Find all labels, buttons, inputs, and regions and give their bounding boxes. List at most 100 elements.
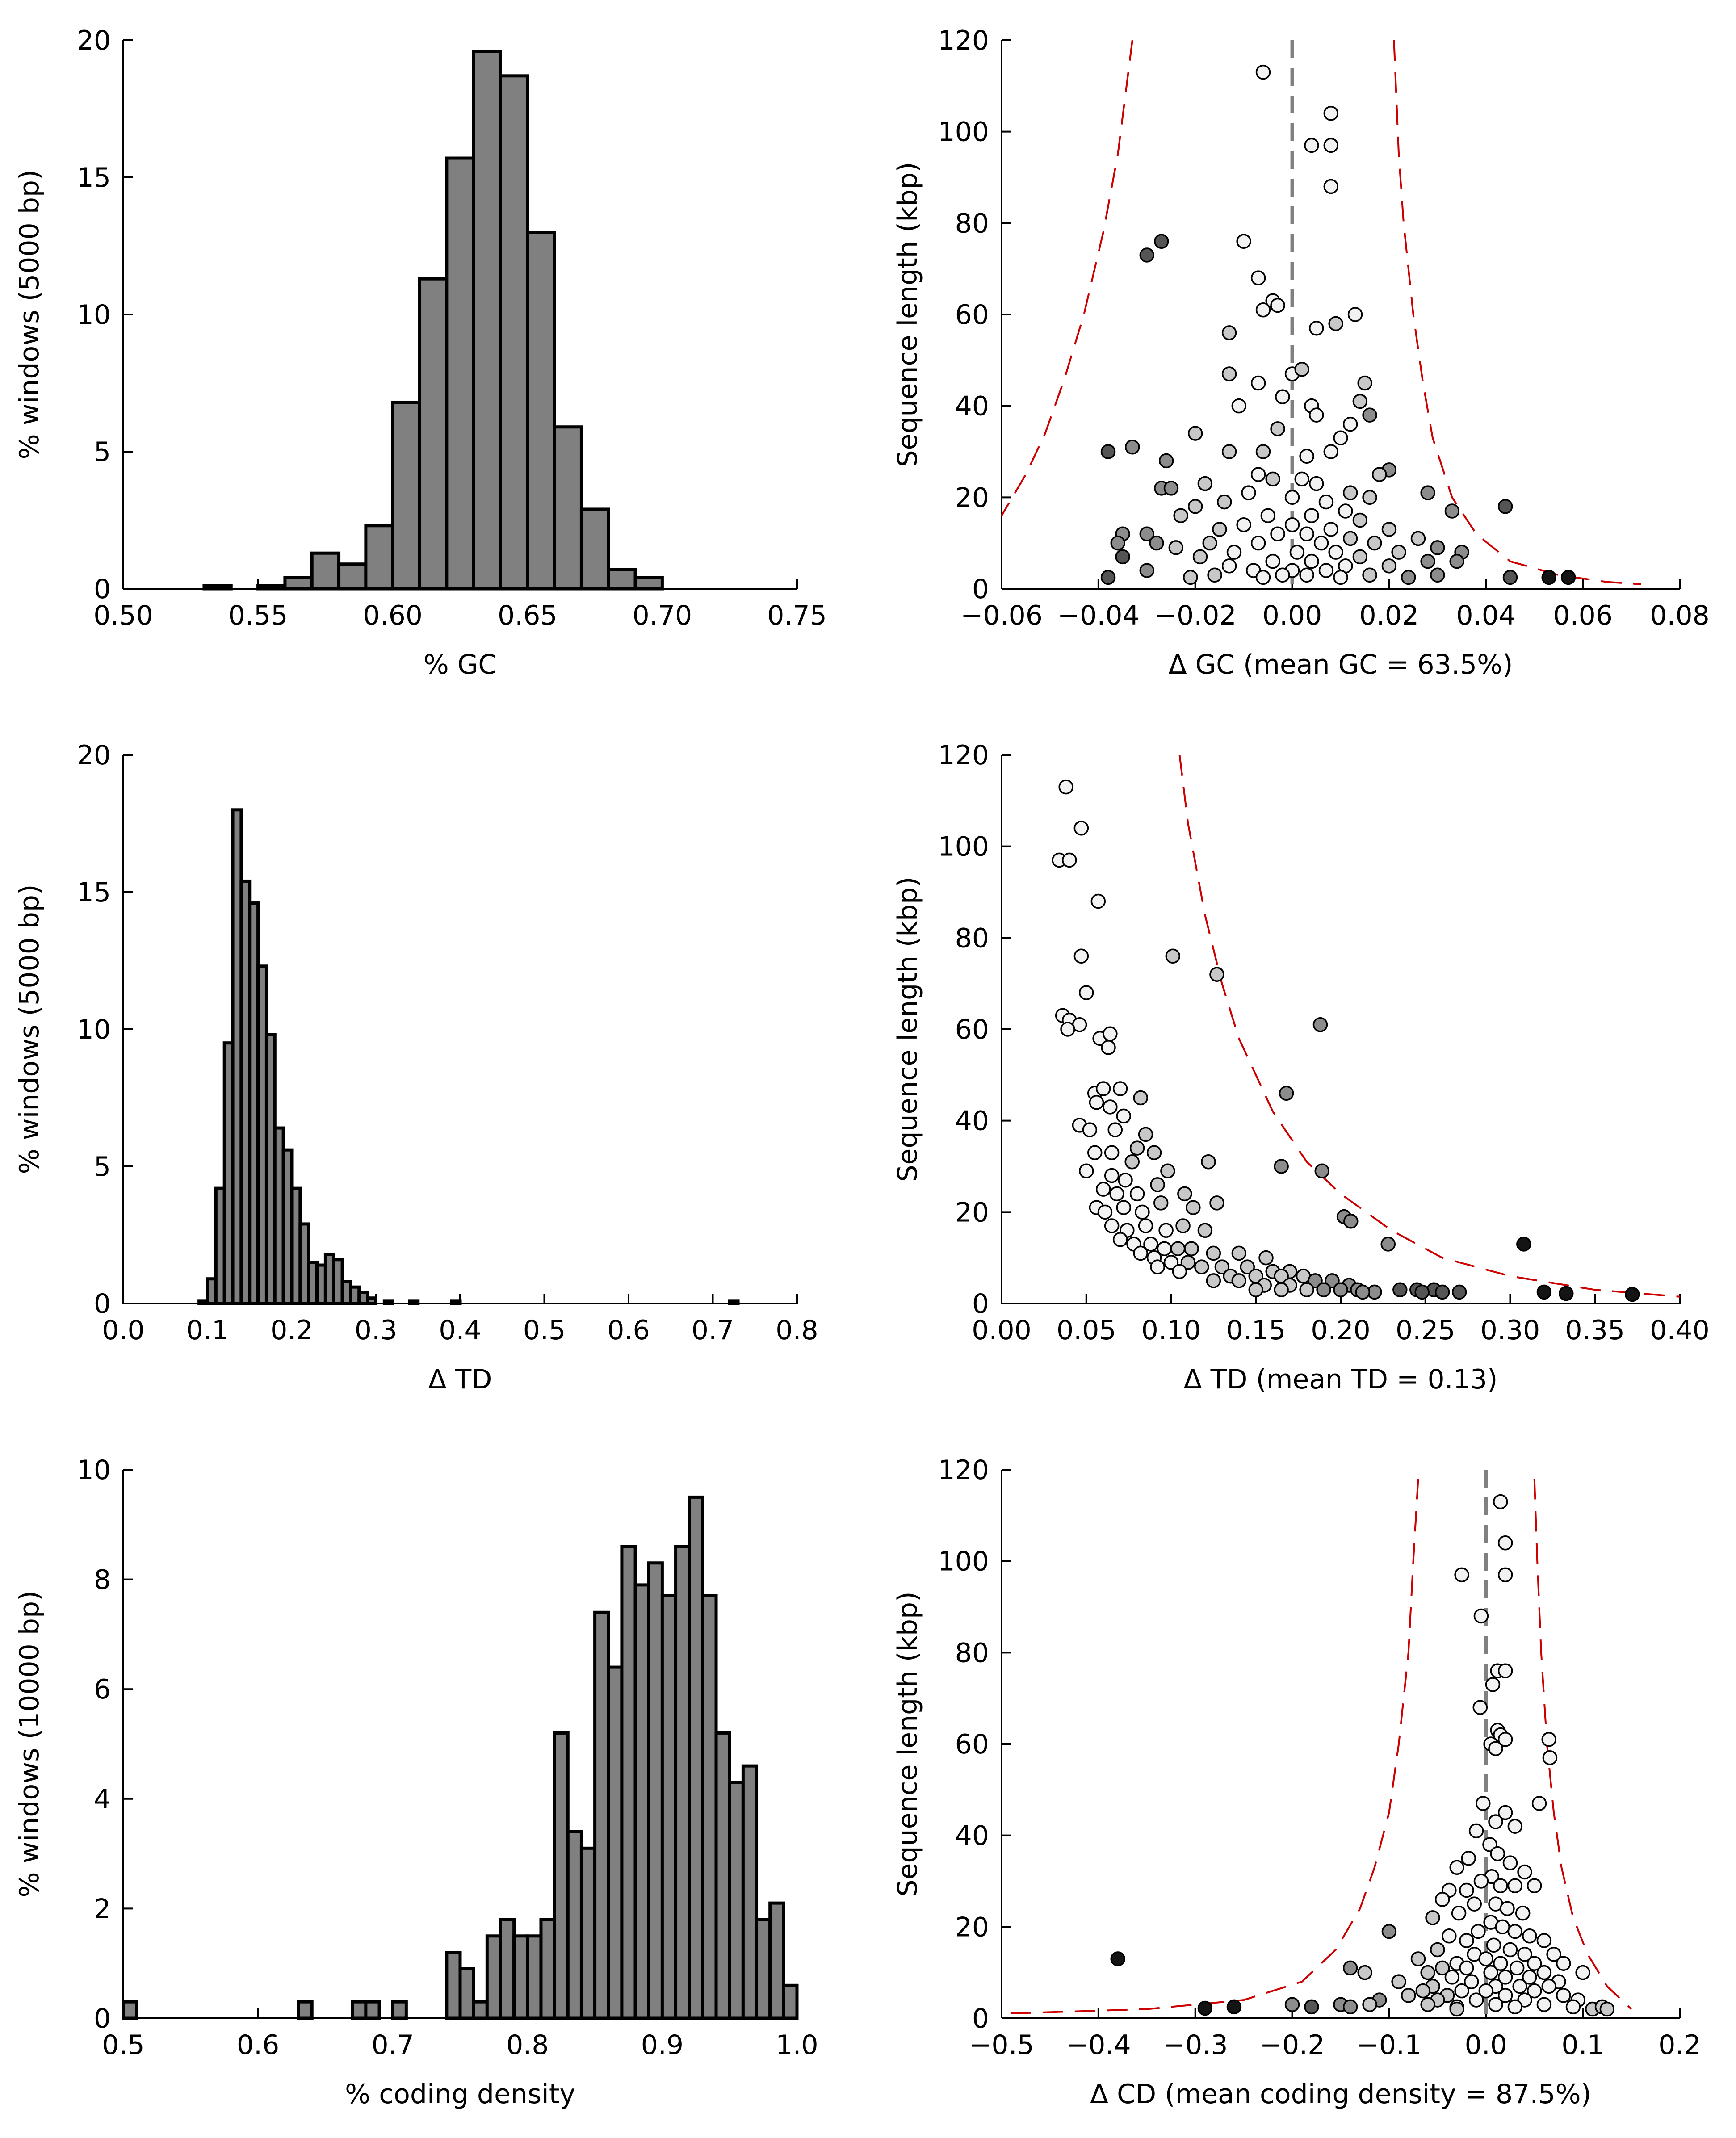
threshold-curve bbox=[1178, 755, 1680, 1298]
x-tick-label: 0.00 bbox=[1262, 600, 1322, 631]
data-point bbox=[1143, 1237, 1158, 1252]
x-tick-label: 0.55 bbox=[228, 600, 288, 631]
data-point bbox=[1347, 307, 1363, 322]
histogram-bar bbox=[566, 1830, 583, 2020]
data-point bbox=[1270, 526, 1285, 541]
data-point bbox=[1187, 426, 1203, 441]
histogram-bar bbox=[633, 576, 664, 591]
data-point bbox=[1209, 1195, 1224, 1211]
data-point bbox=[1478, 1951, 1494, 1966]
y-axis-label: Sequence length (kbp) bbox=[892, 162, 923, 467]
data-point bbox=[1420, 1997, 1435, 2012]
x-tick-label: 0.8 bbox=[506, 2029, 549, 2061]
data-point bbox=[1522, 1970, 1537, 1985]
x-tick-label: 0.6 bbox=[607, 1315, 650, 1346]
data-point bbox=[1197, 2000, 1213, 2016]
data-point bbox=[1575, 1965, 1590, 1980]
x-tick-label: −0.06 bbox=[960, 600, 1043, 631]
data-point bbox=[1231, 1245, 1247, 1261]
x-tick-label: 0.15 bbox=[1226, 1315, 1286, 1346]
y-tick-label: 6 bbox=[94, 1674, 111, 1705]
histogram-bar bbox=[526, 231, 556, 591]
x-axis-label: % coding density bbox=[345, 2079, 575, 2110]
data-point bbox=[1284, 490, 1300, 505]
data-point bbox=[1560, 570, 1576, 585]
data-point bbox=[1194, 1259, 1209, 1274]
data-point bbox=[1497, 1805, 1513, 1820]
data-point bbox=[1497, 1535, 1513, 1551]
data-point bbox=[1542, 1750, 1558, 1765]
data-point bbox=[1444, 1970, 1460, 1985]
data-point bbox=[1095, 1182, 1111, 1197]
data-point bbox=[1531, 1796, 1547, 1811]
data-point bbox=[1430, 540, 1445, 555]
y-tick-label: 10 bbox=[77, 1014, 111, 1045]
x-axis-label: Δ TD (mean TD = 0.13) bbox=[1184, 1364, 1498, 1395]
data-point bbox=[1241, 485, 1256, 500]
histogram-bar bbox=[701, 1594, 718, 2020]
cd-histogram-panel: 0.5 0.6 0.7 0.8 0.9 1.0 0 2 4 6 8 10 % coding densit… bbox=[14, 1455, 818, 2110]
data-point bbox=[1556, 1988, 1571, 2003]
data-point bbox=[1299, 567, 1314, 583]
y-tick-label: 20 bbox=[955, 1197, 989, 1228]
data-point bbox=[1380, 1237, 1396, 1252]
y-tick-label: 5 bbox=[94, 436, 111, 468]
data-point bbox=[1192, 549, 1208, 565]
data-point bbox=[1163, 1255, 1179, 1270]
data-point bbox=[1342, 1999, 1358, 2015]
x-tick-label: 0.3 bbox=[355, 1315, 397, 1346]
data-point bbox=[1079, 1163, 1094, 1178]
data-point bbox=[1217, 494, 1232, 510]
y-tick-label: 40 bbox=[955, 1106, 989, 1137]
data-point bbox=[1255, 444, 1271, 459]
histogram-bar bbox=[674, 1545, 691, 2020]
x-tick-label: 0.40 bbox=[1650, 1315, 1710, 1346]
data-point bbox=[1362, 1997, 1377, 2012]
y-tick-label: 60 bbox=[955, 1014, 989, 1045]
data-point bbox=[1150, 1177, 1165, 1192]
x-tick-label: 0.7 bbox=[692, 1315, 734, 1346]
data-point bbox=[1095, 1081, 1111, 1096]
histogram-bar bbox=[122, 2000, 138, 2020]
data-point bbox=[1231, 1273, 1247, 1288]
data-point bbox=[1461, 1851, 1476, 1866]
histogram-bar bbox=[782, 1983, 799, 2020]
data-point bbox=[1333, 430, 1348, 446]
data-point bbox=[1430, 1942, 1445, 1958]
data-point bbox=[1485, 1677, 1501, 1692]
data-point bbox=[1180, 1255, 1196, 1270]
data-point bbox=[1248, 1282, 1263, 1298]
data-point bbox=[1381, 522, 1397, 537]
histogram-bar bbox=[660, 1594, 678, 2020]
gc-scatter-panel: −0.06 −0.04 −0.02 0.00 0.02 0.04 0.06 0.08 0 20 40… bbox=[892, 25, 1710, 680]
data-point bbox=[1133, 1245, 1148, 1261]
data-point bbox=[1129, 1140, 1145, 1156]
data-point bbox=[1497, 499, 1513, 514]
data-point bbox=[1357, 375, 1372, 391]
data-point bbox=[1294, 362, 1310, 377]
data-point bbox=[1304, 1999, 1319, 2015]
histogram-bar bbox=[620, 1545, 637, 2020]
data-point bbox=[1444, 503, 1460, 519]
data-point bbox=[1153, 1195, 1169, 1211]
data-point bbox=[1486, 1937, 1501, 1953]
data-point bbox=[1163, 481, 1179, 496]
data-point bbox=[1434, 1284, 1450, 1300]
data-point bbox=[1599, 2001, 1615, 2017]
data-point bbox=[1090, 893, 1106, 909]
data-point bbox=[1392, 1282, 1408, 1298]
data-point bbox=[1473, 1874, 1489, 1889]
x-tick-label: 0.4 bbox=[439, 1315, 481, 1346]
y-tick-label: 4 bbox=[94, 1784, 111, 1815]
data-point bbox=[1420, 1965, 1435, 1980]
data-point bbox=[1060, 1022, 1075, 1037]
threshold-curve bbox=[1001, 1479, 1419, 2015]
data-point bbox=[1115, 549, 1130, 565]
data-point bbox=[1328, 545, 1343, 560]
histogram-bar bbox=[579, 1846, 597, 2020]
data-point bbox=[1158, 453, 1174, 469]
data-point bbox=[1517, 1864, 1532, 1880]
data-point bbox=[1323, 179, 1339, 194]
x-tick-label: 0.65 bbox=[498, 600, 558, 631]
